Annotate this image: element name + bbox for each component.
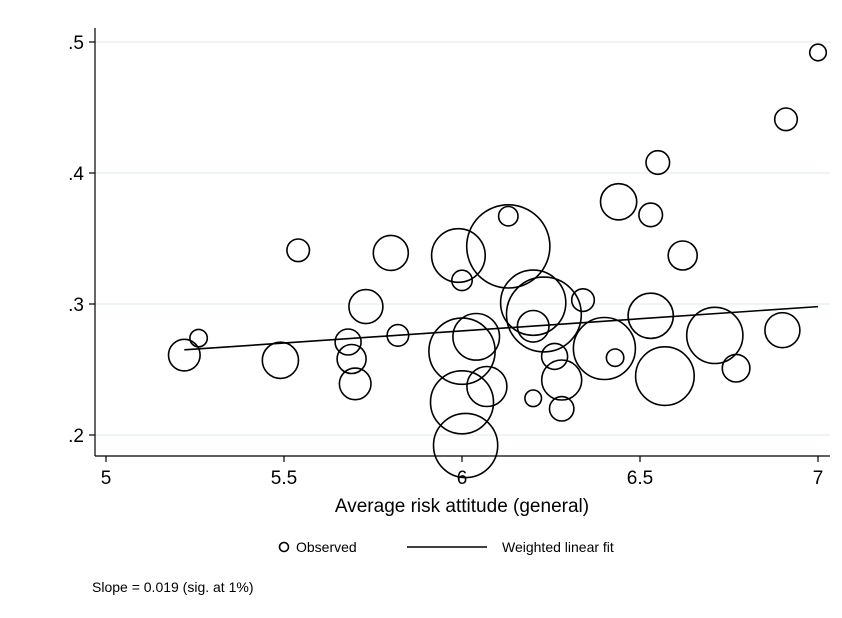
observed-point-35 [685, 306, 744, 365]
weighted-linear-fit-line [184, 305, 819, 351]
observed-point-27 [572, 316, 637, 381]
fit-line-group [184, 305, 819, 351]
y-tick-label-2: .4 [68, 164, 84, 185]
observed-point-32 [645, 149, 671, 176]
observed-point-28 [605, 348, 625, 368]
observed-point-6 [338, 367, 372, 401]
observed-point-16 [466, 365, 508, 408]
y-tick-label-3: .5 [68, 33, 84, 54]
observed-bubbles [167, 43, 828, 479]
observed-point-5 [336, 343, 367, 375]
observed-point-7 [348, 288, 384, 325]
observed-point-8 [372, 234, 410, 272]
observed-point-26 [570, 288, 596, 313]
observed-point-14 [432, 412, 499, 479]
observed-point-22 [505, 276, 583, 353]
x-tick-label-4: 7 [813, 468, 824, 489]
x-tick-label-3: 6.5 [627, 468, 653, 489]
axes: .2 .3 .4 .5 5 5.5 6 6.5 7 [68, 28, 830, 489]
observed-point-2 [261, 341, 300, 380]
legend-observed-marker [278, 541, 290, 553]
observed-point-17 [465, 203, 551, 289]
x-tick-label-0: 5 [101, 468, 112, 489]
observed-point-37 [764, 311, 801, 349]
observed-point-33 [634, 346, 696, 407]
observed-point-10 [430, 227, 487, 284]
observed-point-24 [540, 359, 583, 401]
legend-observed-label: Observed [296, 539, 357, 555]
observed-point-0 [167, 338, 201, 372]
observed-point-13 [429, 369, 495, 435]
observed-point-20 [524, 389, 543, 408]
observed-point-30 [638, 202, 664, 228]
observed-point-21 [516, 309, 550, 343]
x-tick-label-1: 5.5 [271, 468, 297, 489]
x-tick-label-2: 6 [457, 468, 468, 489]
legend-fit-label: Weighted linear fit [502, 539, 614, 555]
observed-point-1 [189, 328, 209, 348]
y-tick-label-0: .2 [68, 426, 84, 447]
observed-point-29 [599, 182, 638, 221]
x-axis-title: Average risk attitude (general) [335, 496, 589, 517]
observed-point-34 [667, 240, 699, 271]
observed-point-36 [721, 353, 751, 383]
y-tick-label-1: .3 [68, 295, 84, 316]
observed-point-3 [286, 238, 311, 263]
legend: Observed Weighted linear fit [278, 539, 614, 555]
observed-point-11 [450, 269, 473, 292]
observed-point-23 [540, 342, 569, 371]
observed-point-4 [334, 328, 362, 356]
observed-point-38 [773, 107, 799, 132]
observed-point-18 [497, 205, 519, 227]
observed-point-39 [808, 43, 828, 62]
slope-note: Slope = 0.019 (sig. at 1%) [92, 579, 254, 595]
grid-lines [95, 41, 830, 436]
observed-point-25 [548, 395, 575, 422]
observed-point-19 [499, 269, 567, 337]
observed-point-15 [452, 312, 501, 361]
